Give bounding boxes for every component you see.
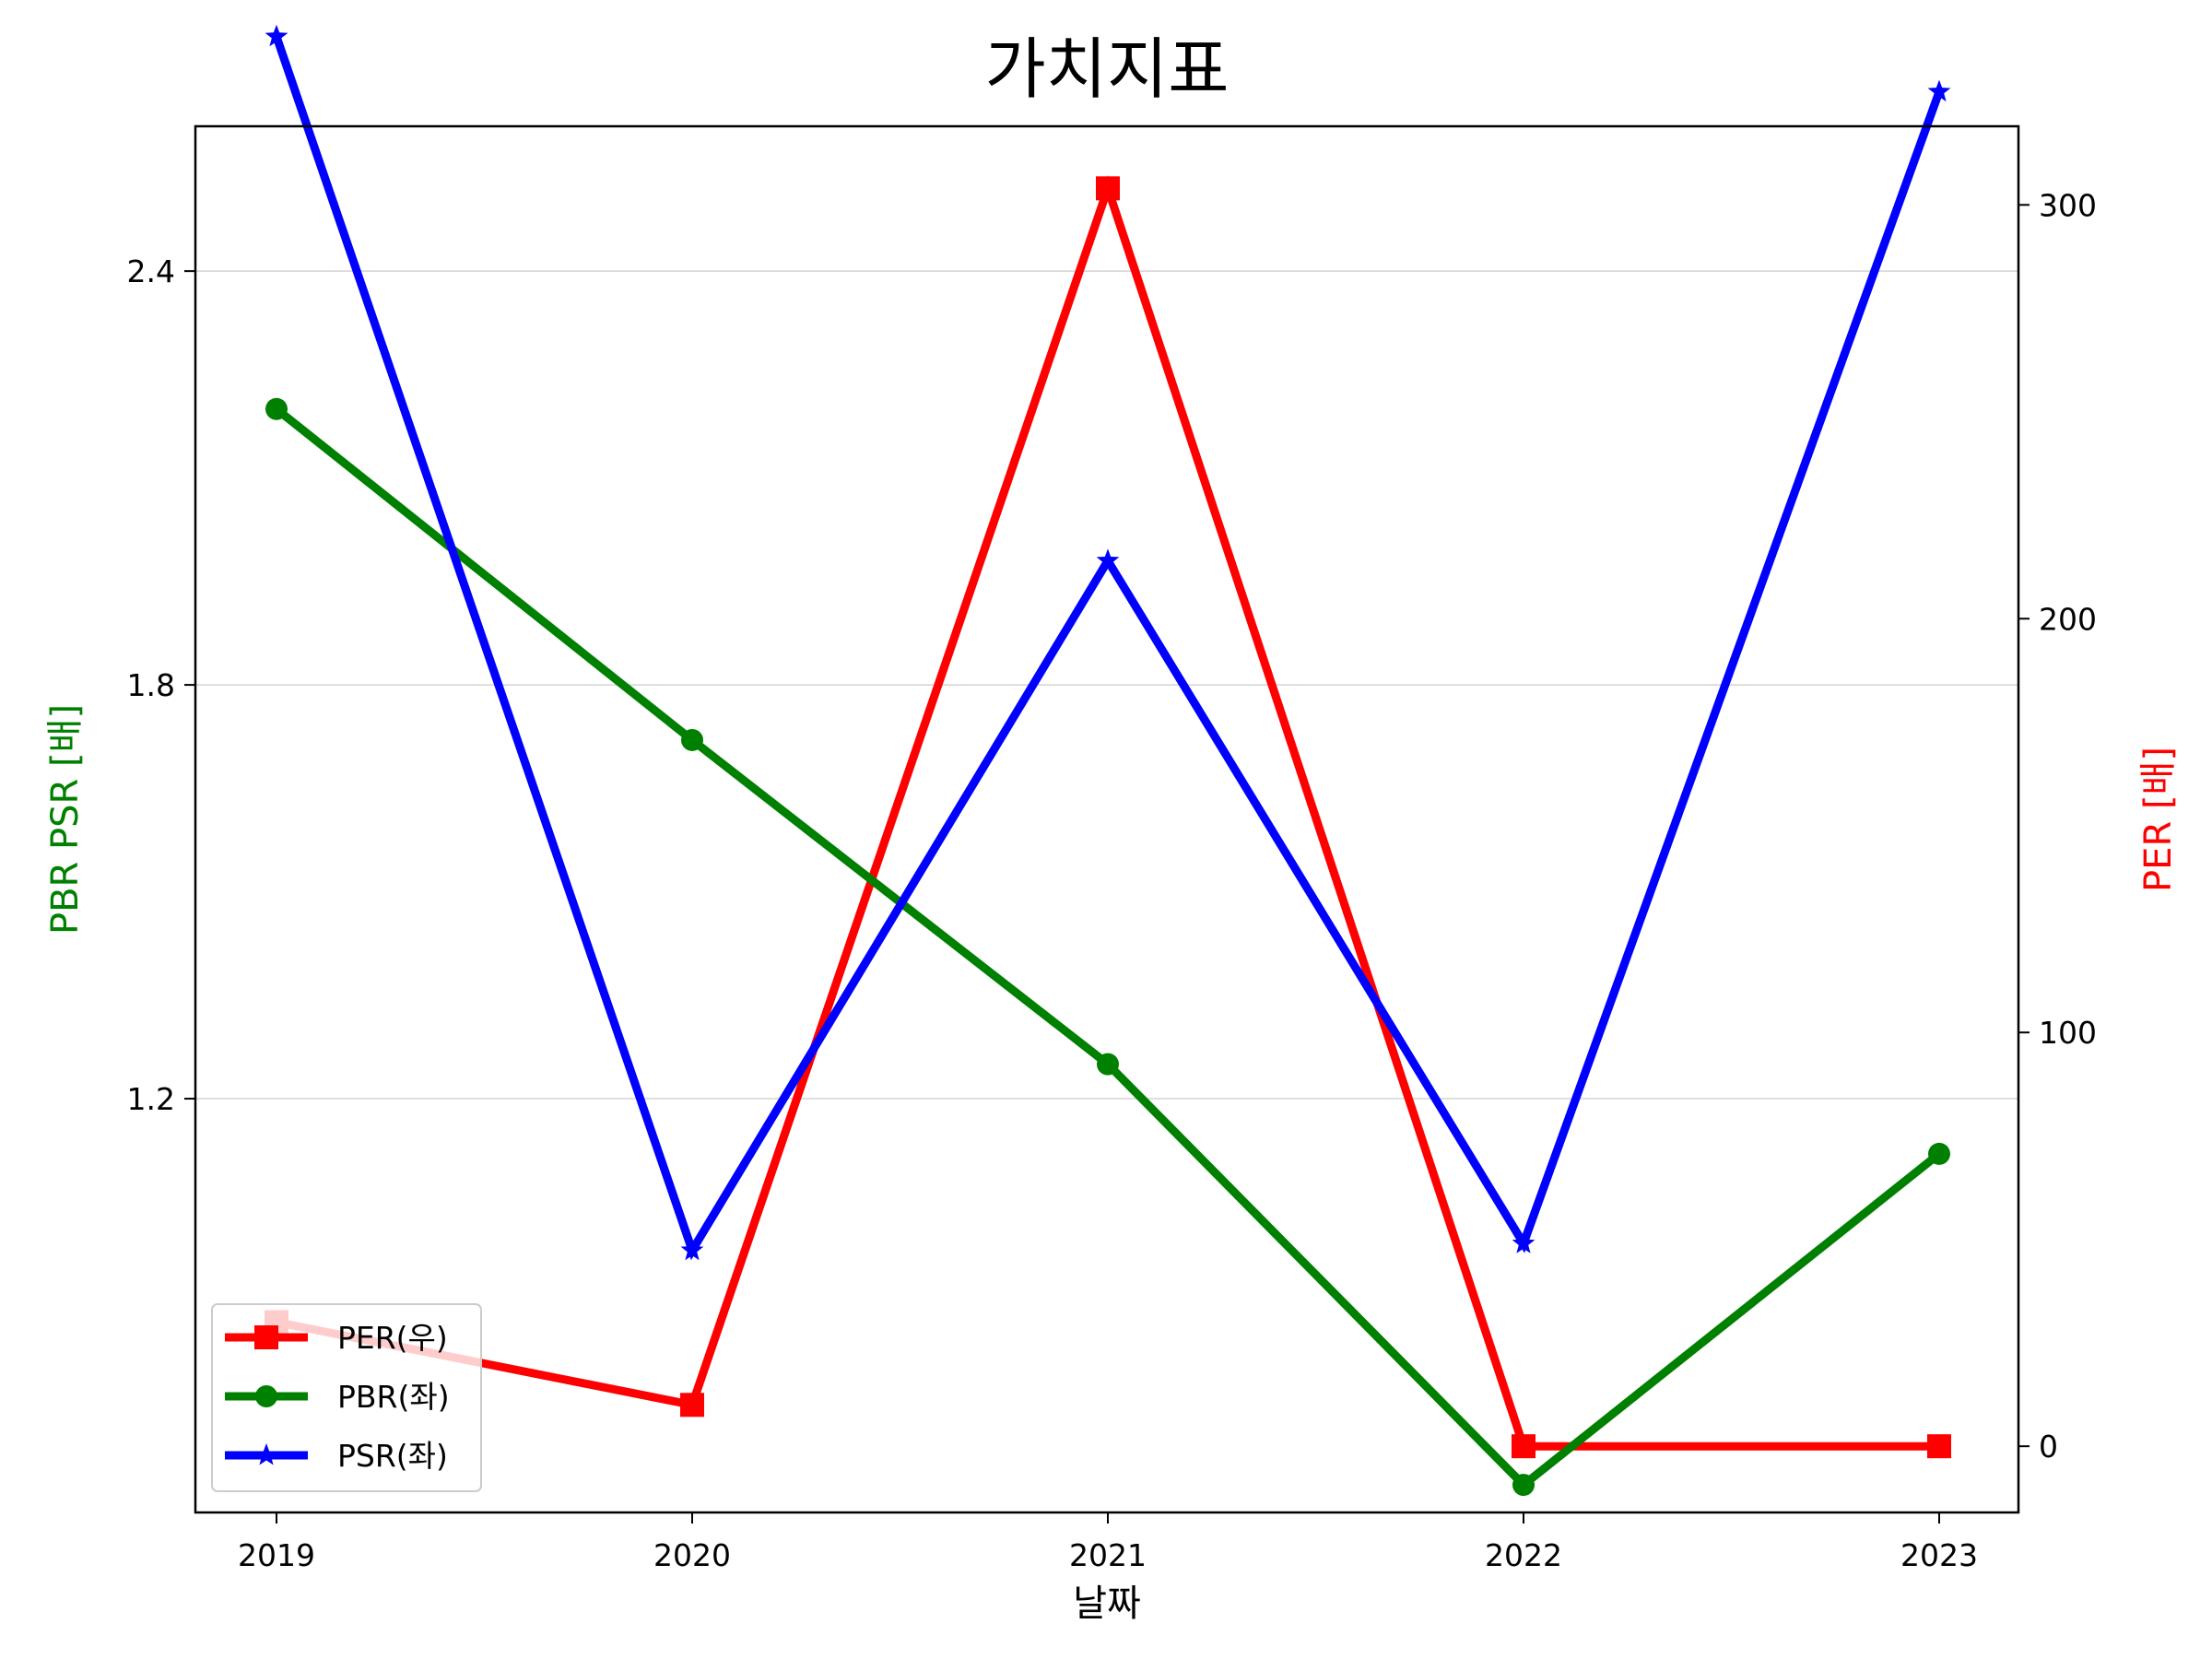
series-per (265, 175, 1951, 1459)
chart-title: 가치지표 (985, 30, 1230, 108)
legend: PER(우) PBR(좌) PSR(좌) (211, 1303, 482, 1492)
x-axis: 2019 2020 2021 2022 2023 (238, 1512, 1978, 1573)
x-tick-label: 2023 (1900, 1537, 1978, 1573)
data-point-per (1927, 1434, 1951, 1459)
x-tick-label: 2019 (238, 1537, 315, 1573)
legend-entry: PER(우) (225, 1320, 448, 1356)
x-tick-label: 2020 (653, 1537, 731, 1573)
data-point-pbr (1512, 1474, 1535, 1497)
series-line-pbr (274, 406, 1942, 1491)
legend-marker (255, 1385, 277, 1407)
data-point-psr (680, 1238, 704, 1261)
y-right-tick-label: 300 (2039, 187, 2097, 223)
legend-label: PSR(좌) (337, 1438, 448, 1474)
x-axis-label: 날짜 (1073, 1583, 1141, 1625)
legend-entry: PBR(좌) (225, 1379, 450, 1415)
legend-marker (254, 1325, 278, 1349)
data-point-pbr (681, 728, 703, 751)
series-pbr (265, 397, 1950, 1497)
y-right-tick-label: 200 (2039, 601, 2097, 637)
data-point-pbr (265, 397, 288, 420)
data-point-pbr (1097, 1053, 1119, 1076)
legend-entry: PSR(좌) (225, 1438, 448, 1474)
data-point-psr (265, 24, 288, 47)
series-psr (265, 24, 1951, 1261)
y-left-tick-label: 1.8 (127, 667, 175, 703)
legend-entries: PER(우) PBR(좌) PSR(좌) (225, 1320, 450, 1474)
data-point-pbr (1928, 1142, 1950, 1165)
legend-marker (254, 1443, 278, 1465)
y-axis-left: 1.2 1.8 2.4 (127, 253, 195, 1117)
data-point-per (1096, 176, 1120, 201)
grid-lines (195, 270, 2018, 1100)
y-axis-left-label: PBR PSR [배] (44, 704, 87, 935)
data-point-per (680, 1393, 704, 1418)
y-left-tick-label: 1.2 (127, 1081, 175, 1117)
legend-label: PER(우) (337, 1320, 448, 1356)
x-tick-label: 2021 (1069, 1537, 1147, 1573)
series-layer (265, 24, 1951, 1497)
data-point-psr (1096, 548, 1120, 571)
data-point-per (1512, 1434, 1535, 1459)
legend-box (211, 1303, 482, 1492)
y-left-tick-label: 2.4 (127, 253, 175, 289)
y-right-tick-label: 100 (2039, 1015, 2097, 1051)
x-tick-label: 2022 (1485, 1537, 1562, 1573)
data-point-psr (1512, 1231, 1535, 1253)
data-point-psr (1927, 79, 1951, 102)
y-right-tick-label: 0 (2039, 1429, 2058, 1465)
legend-label: PBR(좌) (337, 1379, 450, 1415)
series-line-per (276, 175, 1939, 1451)
y-axis-right: 0 100 200 300 (2018, 187, 2097, 1465)
y-axis-right-label: PER [배] (2137, 747, 2180, 892)
